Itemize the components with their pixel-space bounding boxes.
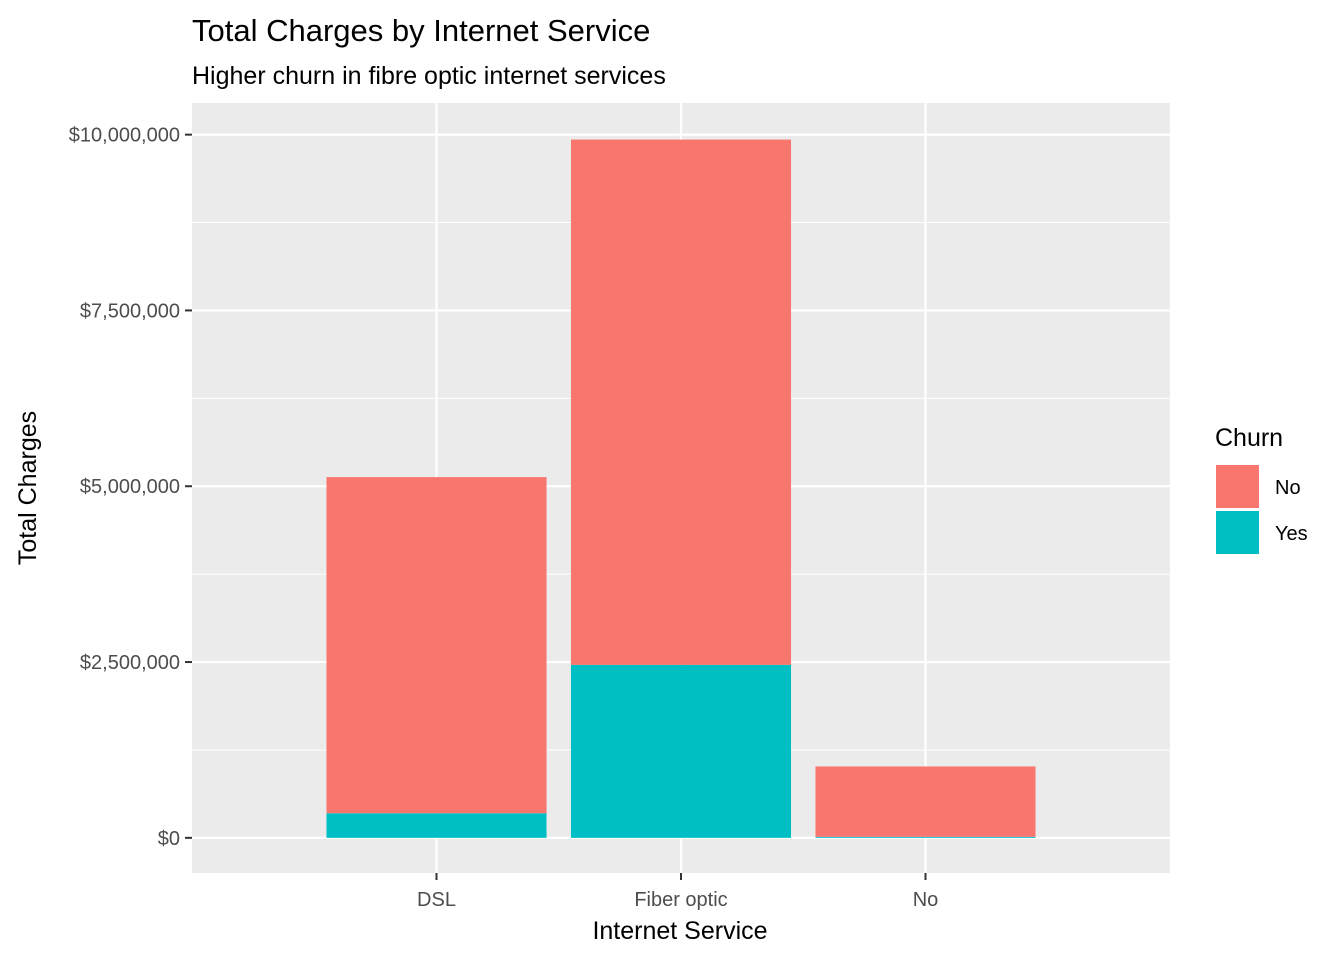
chart-subtitle: Higher churn in fibre optic internet ser… [192,62,666,90]
y-tick-label: $7,500,000 [80,300,180,322]
bar-no-no [815,766,1036,837]
legend-key-yes [1216,511,1259,554]
bars [326,139,1036,838]
x-tick-label: No [913,889,939,911]
bar-fiber-optic-yes [570,664,792,838]
legend-entries: No Yes [1216,465,1308,554]
bar-no-yes [815,836,1036,838]
x-tick-label: DSL [417,889,456,911]
legend-label-no: No [1275,477,1301,499]
y-tick-label: $2,500,000 [80,652,180,674]
y-axis: $0 $2,500,000 $5,000,000 $7,500,000 $10,000,… [69,125,192,850]
legend-label-yes: Yes [1275,523,1308,545]
x-axis: DSL Fiber optic No [417,873,938,911]
y-tick-label: $10,000,000 [69,125,180,147]
y-tick-label: $5,000,000 [80,476,180,498]
y-axis-title: Total Charges [14,411,42,565]
x-tick-label: Fiber optic [634,889,727,911]
legend: Churn No Yes [1215,424,1308,554]
legend-key-no [1216,465,1259,508]
x-axis-title: Internet Service [592,917,767,945]
y-tick-label: $0 [158,828,180,850]
bar-fiber-optic-no [570,139,792,665]
bar-dsl-yes [326,813,547,838]
chart-title: Total Charges by Internet Service [192,13,650,48]
bar-dsl-no [326,477,547,814]
legend-title: Churn [1215,424,1283,452]
